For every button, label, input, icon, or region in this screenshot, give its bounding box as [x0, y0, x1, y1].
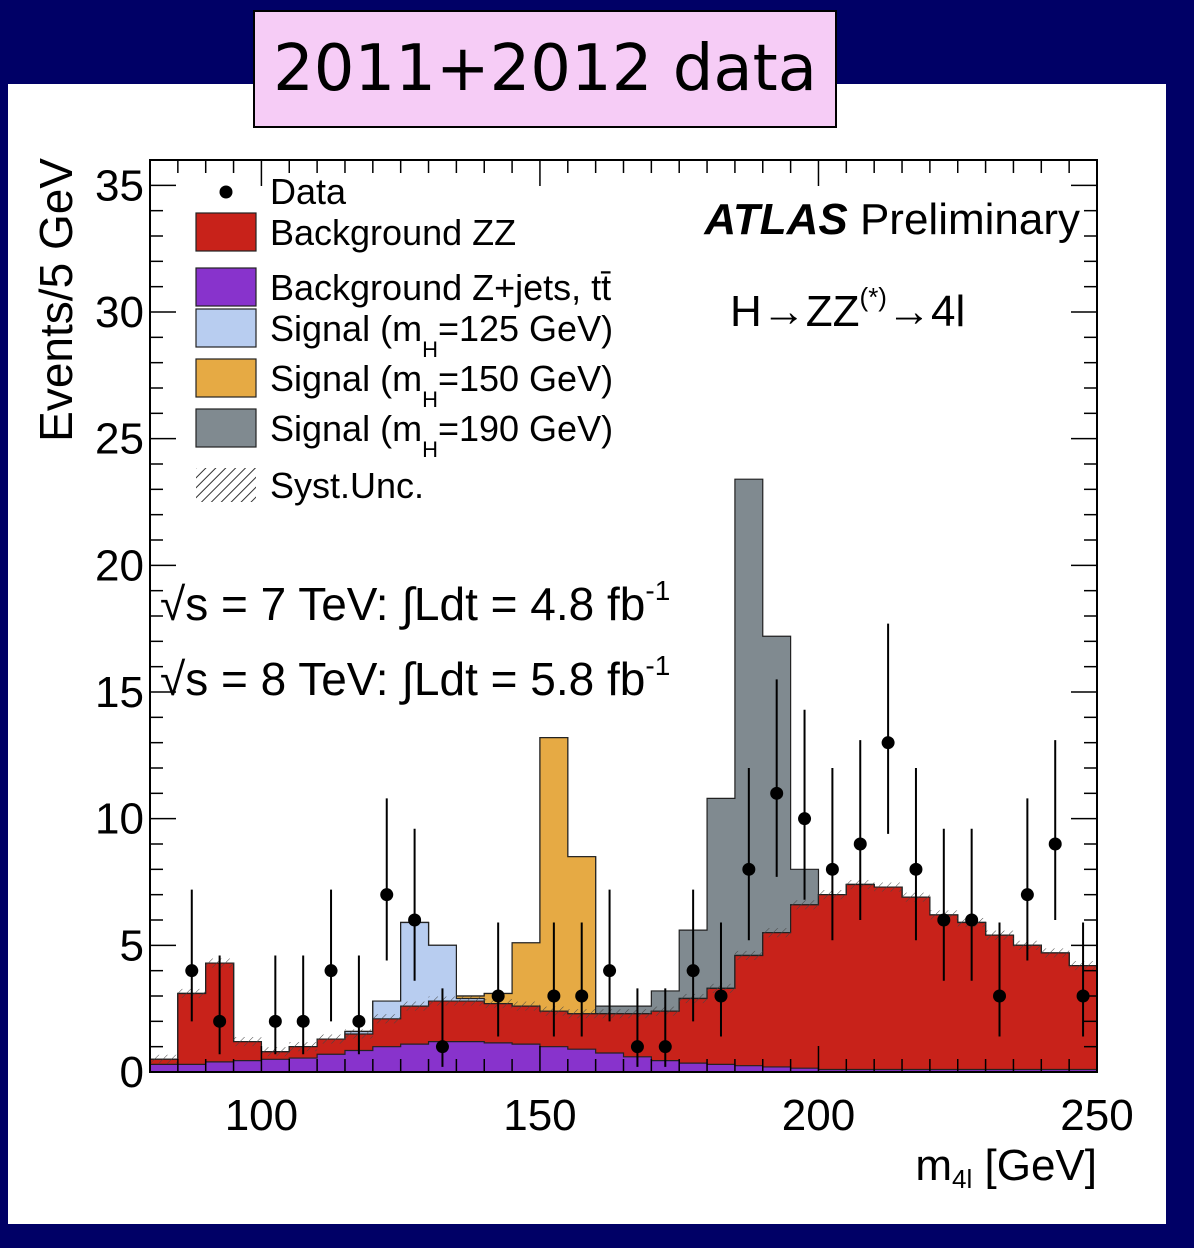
data-point: [686, 964, 700, 978]
x-tick-label: 200: [782, 1091, 855, 1140]
annotations: ATLAS Preliminary H→ZZ(*)→4l √s = 7 TeV: ∫…: [160, 195, 1080, 705]
syst-unc-band: [762, 928, 791, 938]
syst-unc-band: [874, 882, 903, 892]
data-point: [630, 1040, 644, 1054]
y-tick-label: 20: [95, 541, 144, 590]
data-point: [491, 989, 505, 1003]
data-point: [825, 862, 839, 876]
data-point: [324, 964, 338, 978]
data-point: [742, 862, 756, 876]
syst-unc-band: [512, 1001, 540, 1011]
legend-label: Signal (mH=125 GeV): [270, 308, 613, 362]
data-points: [185, 623, 1090, 1067]
data-point: [547, 989, 561, 1003]
lumi-label: √s = 7 TeV: ∫Ldt = 4.8 fb-1: [160, 575, 670, 630]
x-tick-label: 250: [1060, 1091, 1133, 1140]
data-point: [575, 989, 589, 1003]
legend-swatch: [195, 408, 257, 448]
data-point: [965, 913, 979, 927]
legend-label: Data: [270, 171, 347, 212]
data-point: [380, 888, 394, 902]
y-tick-label: 15: [95, 668, 144, 717]
process-label: H→ZZ(*)→4l: [730, 282, 965, 336]
data-point: [909, 862, 923, 876]
data-point: [853, 837, 867, 851]
data-period-badge: 2011+2012 data: [253, 10, 837, 128]
y-tick-label: 5: [120, 921, 144, 970]
x-axis-label: m4l [GeV]: [915, 1141, 1097, 1194]
y-tick-label: 0: [120, 1048, 144, 1097]
data-point: [213, 1014, 227, 1028]
data-point: [658, 1040, 672, 1054]
syst-unc-band: [233, 1037, 262, 1047]
syst-unc-band: [734, 950, 763, 961]
data-point: [435, 1040, 449, 1054]
syst-unc-band: [317, 1034, 345, 1044]
legend-swatch-syst: [196, 468, 256, 502]
x-tick-label: 150: [503, 1091, 576, 1140]
y-tick-label: 30: [95, 288, 144, 337]
y-axis-label: Events/5 GeV: [30, 158, 82, 442]
syst-unc-band: [1041, 948, 1070, 958]
data-point: [1020, 888, 1034, 902]
lumi-label: √s = 8 TeV: ∫Ldt = 5.8 fb-1: [160, 650, 670, 705]
syst-unc-band: [400, 1001, 429, 1011]
axes: 100 150 200 250 0 5 10 15 20 25 30 35 Events/5 GeV m4…: [30, 158, 1134, 1194]
x-tick-label: 100: [225, 1091, 298, 1140]
syst-unc-band: [456, 996, 485, 1006]
data-point: [770, 786, 784, 800]
legend-label: Background ZZ: [270, 212, 516, 253]
data-point: [1076, 989, 1090, 1003]
data-point: [937, 913, 951, 927]
legend-swatch: [195, 358, 257, 398]
y-tick-label: 10: [95, 795, 144, 844]
data-point: [714, 989, 728, 1003]
atlas-preliminary-label: ATLAS Preliminary: [703, 195, 1080, 244]
syst-unc-band: [150, 1054, 178, 1064]
data-point: [881, 736, 895, 750]
data-point: [352, 1014, 366, 1028]
data-point: [993, 989, 1007, 1003]
legend-label: Signal (mH=190 GeV): [270, 408, 613, 462]
legend-label: Syst.Unc.: [270, 465, 424, 506]
legend-swatch: [195, 212, 257, 252]
y-tick-label: 35: [95, 161, 144, 210]
data-point: [798, 812, 812, 826]
legend-label: Background Z+jets, tt̄: [270, 267, 611, 308]
legend-swatch: [195, 267, 257, 307]
syst-unc-band: [790, 900, 819, 910]
data-point: [185, 964, 199, 978]
stack-zjets: [149, 1041, 1098, 1073]
legend-label: Signal (mH=150 GeV): [270, 358, 613, 412]
y-tick-label: 25: [95, 415, 144, 464]
legend-swatch-data: [219, 185, 233, 199]
data-point: [1048, 837, 1062, 851]
data-point: [603, 964, 617, 978]
histogram-stack: [149, 478, 1098, 1073]
syst-unc-band: [372, 1014, 401, 1024]
data-point: [296, 1014, 310, 1028]
data-point: [268, 1014, 282, 1028]
legend-swatch: [195, 308, 257, 348]
data-point: [408, 913, 422, 927]
